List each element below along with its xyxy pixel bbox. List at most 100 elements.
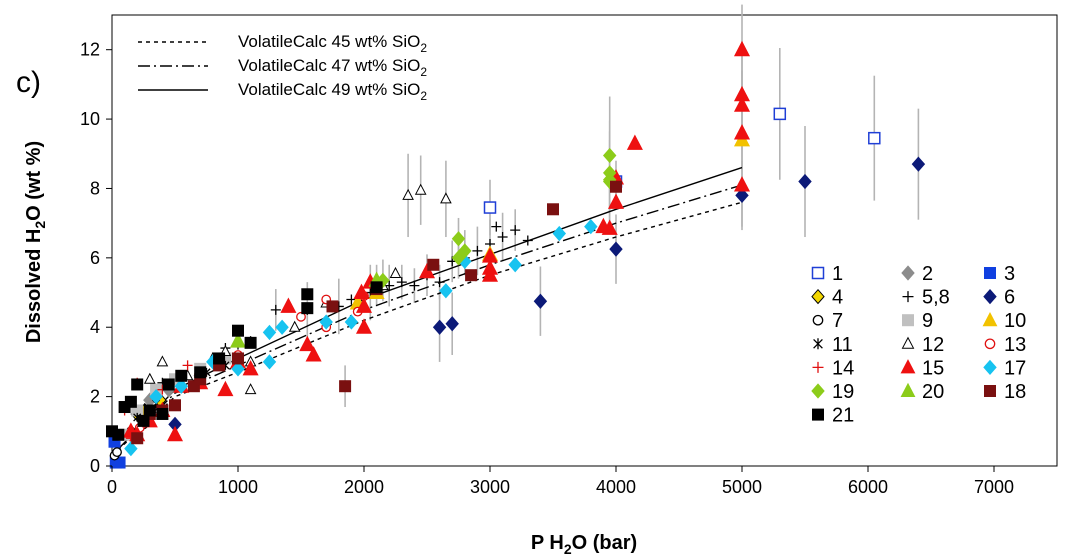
data-point-series-15: [305, 346, 322, 362]
key-label: 21: [832, 405, 854, 427]
data-point-series-6: [432, 319, 447, 335]
data-point-series-21: [194, 366, 207, 379]
data-point-series-6: [798, 173, 812, 190]
data-point-series-12: [402, 188, 414, 200]
y-tick-label: 0: [90, 456, 100, 476]
x-axis-title: P H2O (bar): [531, 532, 637, 557]
key-label: 14: [832, 357, 854, 379]
data-point-series-21: [175, 369, 188, 382]
key-marker-9: [902, 314, 914, 327]
data-point-series-15: [280, 297, 297, 313]
data-point-series-6: [609, 241, 623, 257]
key-marker-19: [811, 383, 825, 399]
data-point-series-19: [458, 243, 472, 259]
data-point-series-15: [733, 96, 751, 112]
data-point-series-15: [299, 335, 316, 352]
data-point-series-15: [166, 425, 184, 442]
x-tick-label: 0: [107, 477, 117, 497]
data-point-series-5-8: [270, 304, 281, 315]
data-point-series-5-8: [510, 225, 521, 236]
key-label: 9: [922, 310, 933, 332]
key-marker-12: [901, 336, 915, 349]
data-point-series-15: [418, 262, 436, 279]
data-point-series-5-8: [346, 294, 357, 305]
data-point-series-18: [169, 399, 181, 412]
plot-area-frame: [111, 14, 1058, 467]
data-point-series-5-8: [491, 221, 502, 232]
data-point-series-5-8: [522, 235, 533, 246]
data-point-series-12: [288, 320, 301, 332]
data-point-series-18: [547, 203, 559, 216]
x-tick-label: 1000: [218, 477, 258, 497]
key-label: 12: [922, 334, 944, 356]
key-label: 13: [1004, 334, 1026, 356]
data-point-series-17: [231, 361, 245, 377]
data-point-series-13: [296, 311, 306, 322]
data-point-series-18: [427, 258, 440, 271]
data-point-series-21: [213, 352, 226, 365]
data-point-series-15: [355, 297, 373, 313]
data-point-series-21: [131, 378, 144, 391]
data-point-series-12: [440, 192, 452, 204]
data-point-series-15: [217, 380, 234, 397]
data-point-series-17: [439, 283, 453, 299]
model-legend-label: VolatileCalc 49 wt% SiO2: [238, 80, 427, 103]
key-label: 10: [1004, 310, 1026, 332]
data-point-series-17: [344, 314, 359, 330]
key-label: 5,8: [922, 287, 950, 309]
key-marker-10: [982, 311, 998, 327]
data-point-series-14: [182, 360, 193, 371]
data-point-series-5-8: [434, 277, 445, 288]
data-point-series-19: [602, 147, 617, 164]
y-tick-label: 8: [90, 178, 100, 198]
data-point-series-12: [143, 372, 156, 384]
key-marker-20: [900, 382, 916, 397]
key-label: 11: [832, 334, 853, 356]
key-marker-2: [901, 265, 915, 281]
data-point-series-15: [733, 40, 751, 57]
data-point-series-17: [262, 354, 277, 370]
y-tick-label: 2: [90, 387, 100, 407]
data-point-series-17: [584, 218, 598, 235]
data-point-series-12: [389, 266, 402, 278]
data-point-series-15: [607, 193, 625, 209]
key-label: 20: [922, 381, 944, 403]
data-point-series-21: [244, 336, 257, 349]
key-marker-5-8: [902, 291, 914, 303]
x-tick-label: 5000: [722, 477, 762, 497]
data-point-series-21: [301, 288, 314, 301]
data-point-series-21: [162, 378, 175, 391]
key-marker-14: [812, 361, 824, 373]
data-point-series-17: [275, 319, 289, 335]
key-marker-3: [984, 267, 996, 279]
y-tick-label: 4: [90, 317, 100, 337]
key-marker-17: [983, 359, 997, 376]
model-legend-label: VolatileCalc 47 wt% SiO2: [238, 56, 427, 79]
x-tick-label: 3000: [470, 477, 510, 497]
key-label: 6: [1004, 287, 1015, 309]
data-point-series-18: [465, 269, 478, 282]
data-point-series-1: [483, 201, 497, 214]
data-point-series-6: [911, 156, 926, 172]
data-point-series-18: [326, 300, 339, 313]
model-line: [111, 201, 743, 457]
data-point-series-20: [229, 332, 247, 348]
key-marker-1: [811, 266, 825, 280]
data-point-series-21: [112, 428, 125, 441]
data-points: [106, 40, 926, 469]
data-point-series-18: [232, 352, 244, 365]
data-point-series-12: [244, 383, 257, 395]
data-point-series-18: [610, 180, 622, 193]
key-label: 17: [1004, 357, 1026, 379]
data-point-series-15: [242, 359, 259, 376]
x-tick-label: 4000: [596, 477, 636, 497]
data-point-series-17: [262, 324, 277, 341]
key-label: 1: [832, 263, 843, 285]
data-point-series-5-8: [497, 232, 508, 243]
data-point-series-18: [339, 380, 352, 393]
data-point-series-5-8: [396, 277, 407, 288]
data-point-series-15: [481, 266, 499, 282]
key-label: 19: [832, 381, 854, 403]
data-point-series-21: [232, 324, 244, 337]
x-tick-label: 2000: [344, 477, 384, 497]
